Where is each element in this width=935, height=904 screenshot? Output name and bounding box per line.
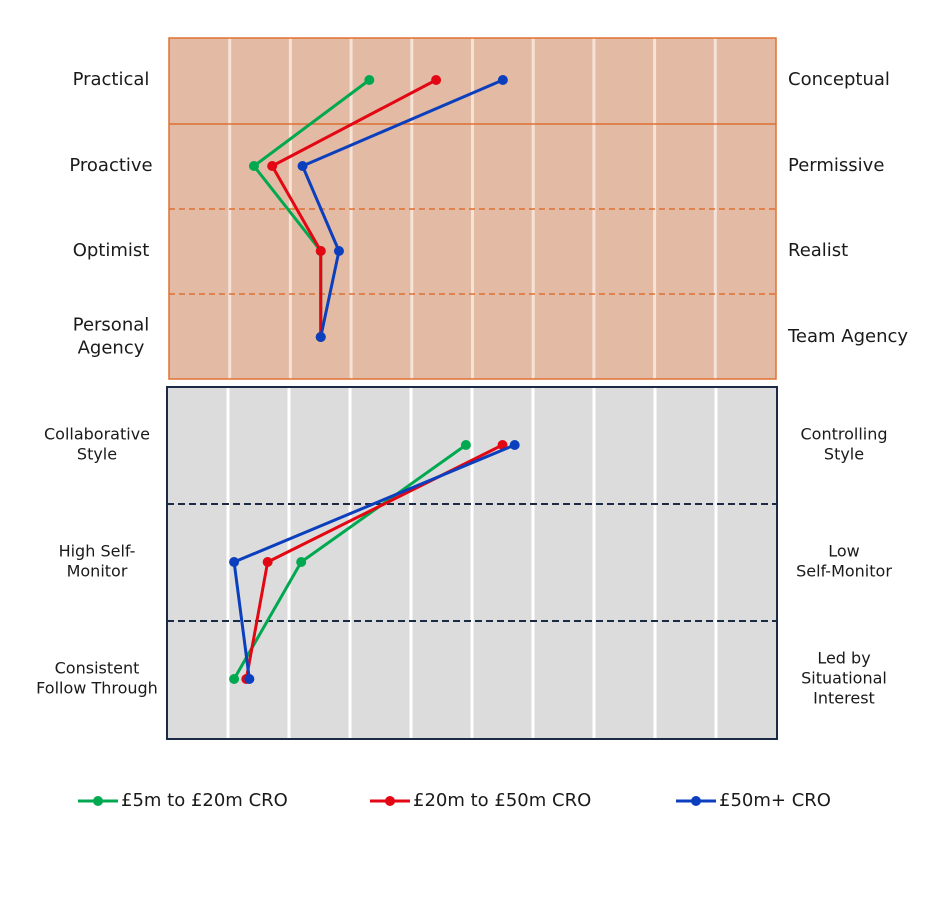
left-dimension-label: High Self-Monitor <box>59 542 136 581</box>
legend-item: £50m+ CRO <box>676 790 831 811</box>
right-dimension-label: Low Self-Monitor <box>796 542 892 581</box>
data-point <box>262 557 273 567</box>
data-point <box>364 75 375 85</box>
left-dimension-label: Consistent Follow Through <box>36 659 158 698</box>
data-point <box>229 557 240 567</box>
right-dimension-label: Controlling Style <box>800 425 887 464</box>
data-point <box>229 674 240 684</box>
panel-top: Practical Conceptual Proactive Permissive Op… <box>69 37 908 380</box>
legend-item: £5m to £20m CRO <box>78 790 288 811</box>
data-point <box>297 161 308 171</box>
data-point <box>315 332 326 342</box>
legend-item: £20m to £50m CRO <box>370 790 591 811</box>
data-point <box>333 246 344 256</box>
left-dimension-label: Collaborative Style <box>44 425 150 464</box>
right-dimension-label: Realist <box>788 240 848 261</box>
left-dimension-label: Optimist <box>73 240 150 261</box>
data-point <box>460 440 471 450</box>
panel-bottom: Collaborative Style Controlling Style High S… <box>36 386 892 740</box>
right-dimension-label: Conceptual <box>788 69 890 90</box>
right-dimension-label: Team Agency <box>787 326 908 347</box>
right-dimension-label: Permissive <box>788 155 884 176</box>
legend-marker <box>93 796 103 806</box>
legend: £5m to £20m CRO £20m to £50m CRO £50m+ CRO <box>78 790 831 811</box>
left-dimension-label: Personal Agency <box>73 315 150 359</box>
legend-label: £5m to £20m CRO <box>121 790 288 811</box>
data-point <box>296 557 307 567</box>
series-line <box>301 78 504 338</box>
panel-border <box>168 37 777 380</box>
right-dimension-label: Led by Situational Interest <box>801 649 887 708</box>
legend-label: £20m to £50m CRO <box>413 790 591 811</box>
legend-marker <box>385 796 395 806</box>
legend-marker <box>691 796 701 806</box>
series-line <box>270 78 437 337</box>
data-point <box>431 75 442 85</box>
left-dimension-label: Proactive <box>69 155 152 176</box>
data-point <box>315 246 326 256</box>
data-point <box>244 674 255 684</box>
panel-border <box>166 386 778 740</box>
panels-layer: Practical Conceptual Proactive Permissive Op… <box>36 37 908 740</box>
data-point <box>497 75 508 85</box>
data-point <box>248 161 259 171</box>
data-point <box>267 161 278 171</box>
data-point <box>509 440 520 450</box>
left-dimension-label: Practical <box>73 69 150 90</box>
legend-label: £50m+ CRO <box>719 790 831 811</box>
